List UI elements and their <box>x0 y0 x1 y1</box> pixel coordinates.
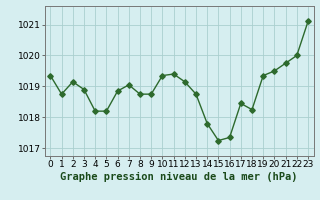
X-axis label: Graphe pression niveau de la mer (hPa): Graphe pression niveau de la mer (hPa) <box>60 172 298 182</box>
